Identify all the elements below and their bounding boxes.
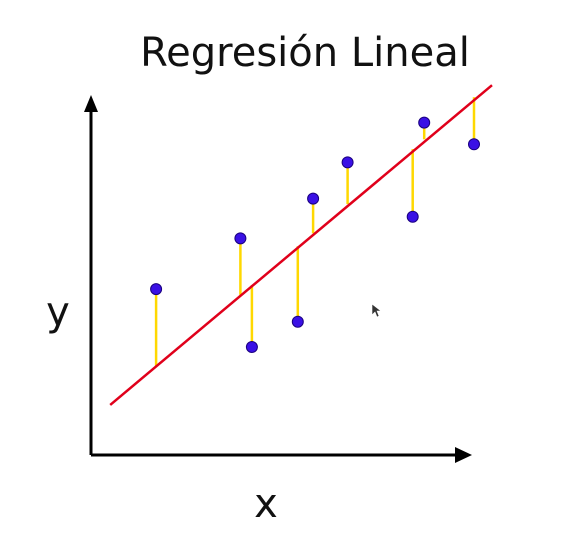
y-axis-label: y <box>46 289 70 335</box>
data-point <box>245 341 258 353</box>
data-point <box>418 116 431 129</box>
data-point <box>307 192 320 205</box>
data-point <box>406 210 419 223</box>
x-axis-label: x <box>254 481 278 527</box>
y-axis-arrowhead <box>84 95 98 112</box>
mouse-cursor-icon <box>371 303 382 318</box>
diagram-title: Regresión Lineal <box>140 30 470 76</box>
x-axis-arrowhead <box>455 447 472 463</box>
data-point <box>341 156 354 169</box>
regression-line <box>109 84 493 406</box>
data-point <box>234 232 247 245</box>
data-point <box>468 138 480 151</box>
data-points <box>150 116 480 353</box>
data-point <box>291 315 304 328</box>
data-point <box>150 283 163 296</box>
residual-lines <box>154 97 476 367</box>
